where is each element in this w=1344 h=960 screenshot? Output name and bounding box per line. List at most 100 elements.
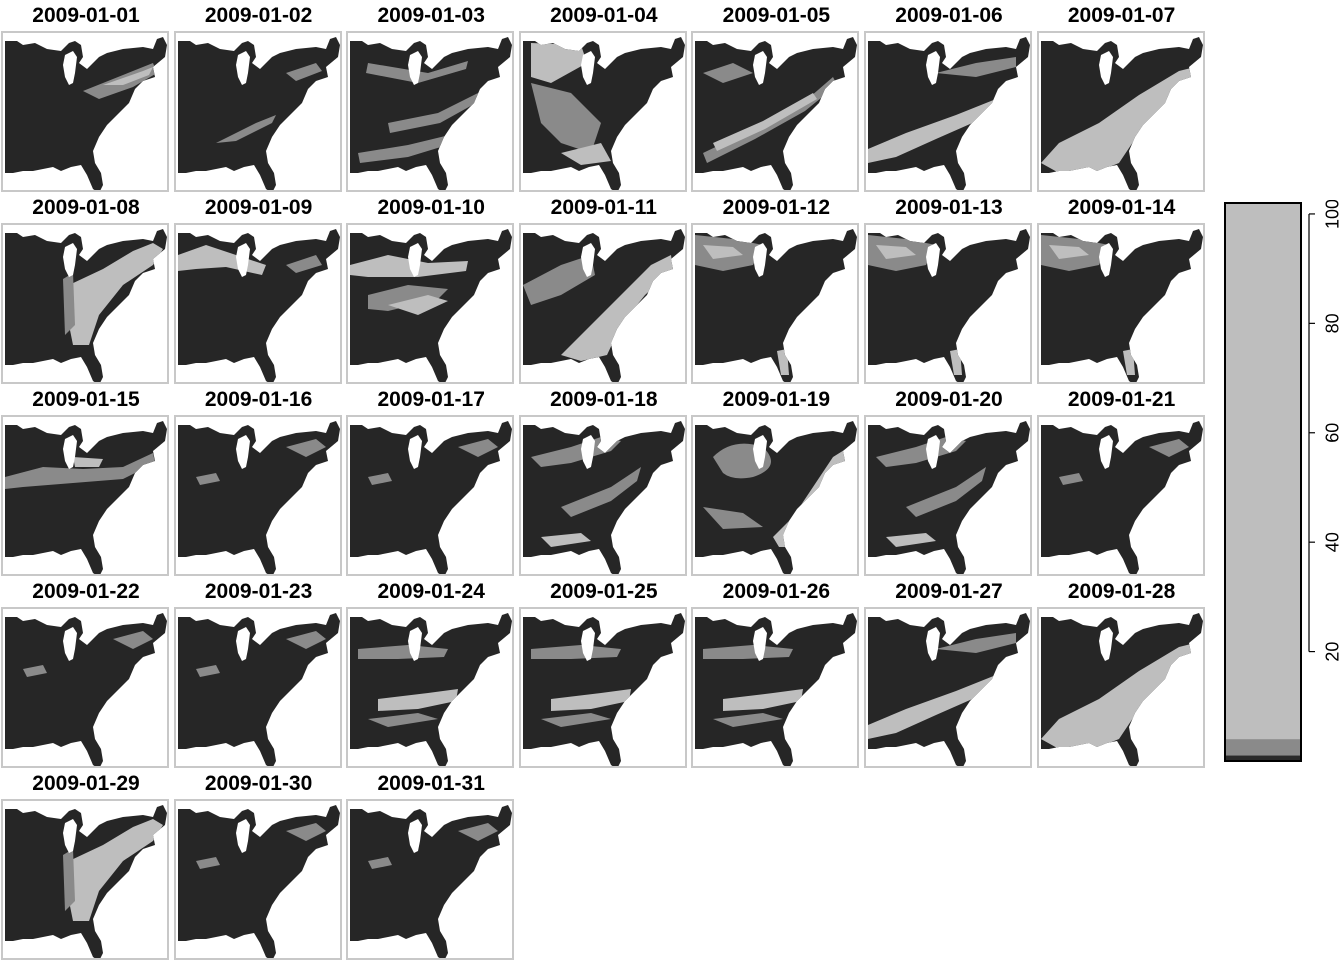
land-area [350,805,513,958]
map-svg [177,805,340,958]
value-region-mid [1148,439,1189,457]
value-region-mid [285,439,326,457]
lake-michigan [408,51,423,85]
panel-title: 2009-01-19 [722,388,831,411]
map-panel [346,415,515,576]
lake-michigan [753,435,768,469]
land-area [350,421,513,574]
lake-michigan [235,819,250,853]
map-panel [1,31,169,192]
map-panel [518,607,687,768]
panel-title: 2009-01-25 [550,580,658,603]
panel-title: 2009-01-24 [377,580,485,603]
value-region-mid [458,439,499,457]
map-panel [1,223,169,384]
map-panel [691,607,860,768]
lake-michigan [753,51,768,85]
map-svg [522,613,685,766]
value-region-light [67,819,163,921]
land-area [177,613,340,766]
map-svg [1040,613,1203,766]
map-panel [346,31,515,192]
map-svg [1040,421,1203,574]
value-region-mid [530,83,601,153]
map-svg [177,421,340,574]
panel-title: 2009-01-02 [204,4,313,27]
map-svg [1040,229,1203,382]
map-panel [1036,415,1205,576]
lake-michigan [1098,243,1113,277]
value-region-mid [522,255,595,305]
lake-michigan [753,627,768,661]
value-region-light [868,89,1020,163]
land-area [5,613,167,766]
panel-title: 2009-01-31 [377,772,485,795]
panel-title: 2009-01-28 [1067,580,1176,603]
lake-michigan [408,243,423,277]
map-panel [1,799,169,960]
land-area [177,805,340,958]
panel-title: 2009-01-22 [32,580,140,603]
map-svg [868,37,1030,190]
legend-tick-label: 60 [1323,423,1342,443]
value-region-light [868,665,1020,739]
panel-title: 2009-01-12 [722,196,831,219]
land-area [522,229,685,382]
value-region-mid [285,63,322,81]
map-svg [868,421,1030,574]
value-region-light [73,457,103,467]
value-region-mid [703,63,754,83]
value-region-light [1048,245,1089,259]
value-region-mid [936,57,1016,77]
map-panel [173,415,342,576]
map-svg [868,613,1030,766]
value-region-mid [1058,473,1083,485]
map-svg [350,613,513,766]
map-panel [691,415,860,576]
land-area [868,613,1030,766]
lake-michigan [753,243,768,277]
panel-title: 2009-01-07 [1067,4,1176,27]
map-panel [1036,223,1205,384]
value-region-mid [285,823,326,841]
panel-title: 2009-01-29 [32,772,140,795]
panel-title: 2009-01-21 [1067,388,1176,411]
value-region-light [378,689,459,711]
panel-title: 2009-01-18 [550,388,658,411]
value-region-mid [388,93,479,133]
lake-michigan [408,435,423,469]
map-svg [350,229,513,382]
legend-tick-label: 100 [1323,200,1342,229]
map-panel [173,223,342,384]
panel-title: 2009-01-16 [204,388,313,411]
map-panel [173,607,342,768]
map-svg [350,37,513,190]
lake-michigan [63,819,77,853]
value-region-mid [368,473,393,485]
value-region-mid [285,255,322,273]
panel-title: 2009-01-27 [895,580,1003,603]
lake-michigan [580,627,595,661]
value-region-light [713,93,818,151]
map-svg [5,613,167,766]
value-region-mid [368,857,393,869]
map-svg [522,37,685,190]
map-svg [5,805,167,958]
lake-michigan [408,627,423,661]
map-panel [173,799,342,960]
panel-title: 2009-01-01 [32,4,140,27]
panel-title: 2009-01-08 [32,196,140,219]
map-panel [1,415,169,576]
value-region-light [530,43,587,83]
map-svg [177,229,340,382]
value-region-mid [63,849,75,911]
value-region-mid [23,665,47,677]
map-panel [346,607,515,768]
lake-michigan [63,51,77,85]
panel-title: 2009-01-17 [377,388,485,411]
lake-michigan [235,243,250,277]
lake-michigan [63,243,77,277]
value-region-light [550,689,631,711]
map-panel [864,223,1032,384]
value-region-mid [713,713,784,727]
